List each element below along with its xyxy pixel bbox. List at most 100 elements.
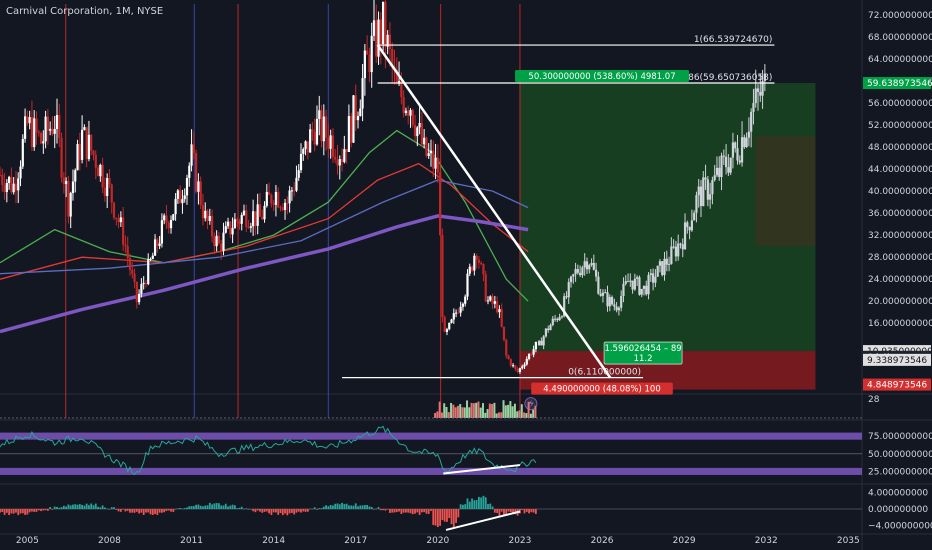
history-candle-152 — [345, 148, 348, 164]
fibonacci-tool[interactable]: 1(66.539724670) 0.886(59.650736058) 0(6.11… — [342, 35, 775, 411]
history-body — [165, 215, 168, 223]
volume-bar — [454, 407, 457, 418]
candles — [0, 0, 766, 374]
history-candle-208 — [473, 253, 476, 276]
history-candle-109 — [247, 220, 250, 229]
macd-histogram-bar — [309, 508, 312, 510]
history-body — [350, 116, 353, 143]
history-body — [400, 81, 403, 98]
volume-bar — [470, 402, 473, 418]
history-body — [112, 202, 116, 218]
history-body — [514, 365, 517, 369]
volume-bar — [445, 407, 448, 418]
history-candle-170 — [386, 30, 389, 55]
projection-body — [613, 304, 616, 307]
macd-histogram-bar — [286, 509, 289, 516]
macd-histogram-bar — [507, 509, 510, 512]
macd-histogram-bar — [256, 509, 259, 511]
projection-candle-69 — [695, 191, 698, 223]
history-body — [304, 141, 307, 150]
history-candle-2 — [3, 172, 6, 200]
history-body — [489, 296, 492, 301]
history-candle-210 — [477, 256, 480, 269]
macd-histogram-bar — [382, 509, 385, 511]
projection-body — [567, 282, 570, 298]
history-candle-31 — [69, 191, 72, 229]
price-badge-bg — [863, 378, 931, 391]
history-candle-74 — [167, 220, 170, 234]
history-candle-24 — [53, 115, 56, 149]
history-candle-10 — [21, 134, 24, 169]
history-body — [277, 191, 280, 208]
macd-histogram-bar — [500, 509, 503, 512]
history-body — [195, 153, 198, 192]
history-candle-26 — [58, 103, 61, 148]
history-candle-162 — [368, 47, 371, 83]
fib-trend-line[interactable] — [376, 44, 612, 379]
history-body — [135, 281, 138, 303]
projection-body — [754, 88, 757, 104]
volume-bar — [440, 412, 443, 418]
history-candle-95 — [215, 230, 218, 252]
history-candle-140 — [318, 95, 321, 136]
history-body — [149, 258, 152, 260]
macd-histogram-bar — [51, 509, 54, 510]
history-candle-138 — [313, 118, 316, 152]
moving-averages — [0, 129, 529, 334]
resistance-band — [755, 136, 816, 247]
macd-histogram-bar — [295, 509, 298, 513]
lightning-icon-glyph[interactable] — [528, 399, 534, 408]
history-body — [270, 194, 273, 204]
x-tick-label: 2017 — [344, 536, 367, 546]
history-body — [76, 144, 79, 171]
projection-body — [738, 160, 741, 163]
history-candle-137 — [311, 121, 314, 141]
macd-histogram-bar — [436, 509, 439, 528]
projection-body — [540, 340, 543, 346]
projection-body — [640, 288, 643, 295]
history-body — [69, 192, 72, 217]
history-candle-104 — [236, 217, 239, 227]
history-candle-77 — [174, 193, 177, 221]
history-body — [10, 176, 13, 193]
macd-histogram-bar — [233, 505, 236, 509]
macd-histogram-bar — [375, 508, 378, 510]
macd-histogram-bar — [281, 509, 284, 516]
projection-candle-64 — [683, 213, 687, 250]
history-body — [500, 309, 503, 327]
macd-histogram-bar — [227, 506, 229, 509]
projection-body — [647, 275, 650, 295]
price-badge: 4.848973546 — [863, 378, 931, 391]
volume-bar — [450, 402, 453, 418]
volume-bar — [534, 405, 537, 418]
macd-histogram-bar — [10, 509, 13, 514]
volume-bar — [520, 404, 523, 418]
history-candle-125 — [283, 198, 287, 220]
history-body — [188, 165, 191, 178]
history-body — [416, 127, 419, 137]
macd-histogram-bar — [220, 505, 223, 509]
history-candle-49 — [110, 183, 113, 214]
history-body — [217, 235, 221, 244]
macd-histogram-bar — [322, 506, 325, 509]
x-tick-label: 2005 — [16, 536, 39, 546]
volume-bar — [500, 412, 503, 418]
history-candle-39 — [87, 120, 91, 162]
macd-histogram-bar — [94, 503, 97, 509]
projection-body — [745, 137, 748, 148]
history-candle-30 — [67, 175, 70, 224]
history-body — [432, 150, 435, 169]
history-candle-121 — [274, 185, 278, 217]
projection-body — [649, 273, 652, 276]
history-candle-84 — [190, 129, 193, 172]
macd-histogram-bar — [350, 505, 353, 509]
projection-candle-56 — [665, 250, 668, 272]
history-body — [179, 190, 182, 204]
history-body — [35, 118, 38, 133]
history-candle-18 — [39, 131, 43, 145]
history-body — [343, 149, 346, 163]
history-body — [445, 329, 449, 332]
history-body — [12, 183, 15, 193]
macd-histogram-bar — [24, 509, 26, 515]
